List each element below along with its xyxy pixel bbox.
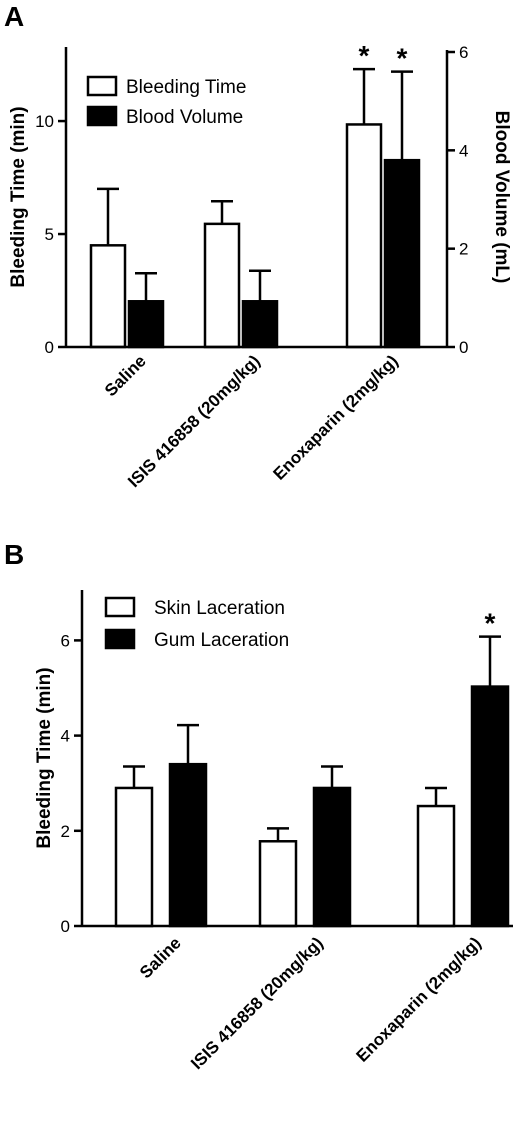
legend-swatch-blood-volume: [86, 105, 118, 127]
panel-b: B * 0 2 4 6 Saline ISIS 416858 (20mg/kg) Enoxa…: [4, 539, 513, 1073]
panel-b-skin-laceration-saline-bar: [114, 786, 154, 928]
panel-a-y2-tick-label-2: 2: [459, 240, 468, 259]
panel-b-legend: Skin Laceration Gum Laceration: [104, 596, 289, 651]
legend-label-bleeding-time: Bleeding Time: [126, 77, 246, 98]
panel-a-blood-volume-isis-416858-20mg-kg-bar: [241, 300, 279, 349]
panel-a-blood-volume-enoxaparin-2mg-kg-significance-star: *: [397, 43, 408, 74]
panel-a-bleeding-time-isis-416858-20mg-kg-bar: [203, 222, 241, 349]
panel-b-gum-laceration-enoxaparin-2mg-kg-significance-star: *: [485, 608, 496, 639]
panel-b-y-axis-title: Bleeding Time (min): [34, 667, 55, 848]
panel-b-y-tick-label-6: 6: [61, 631, 70, 650]
panel-b-category-label-saline: Saline: [136, 933, 185, 982]
panel-b-category-label-enoxaparin-2mg-kg: Enoxaparin (2mg/kg): [353, 933, 485, 1065]
panel-a-y2-axis-title: Blood Volume (mL): [491, 111, 512, 284]
legend-label-skin-laceration: Skin Laceration: [154, 598, 285, 619]
panel-a-y2-tick-label-4: 4: [459, 141, 468, 160]
panel-a-letter: A: [4, 1, 24, 32]
panel-b-y-tick-label-0: 0: [61, 917, 70, 936]
panel-a-bleeding-time-enoxaparin-2mg-kg-significance-star: *: [359, 40, 370, 71]
panel-b-gum-laceration-enoxaparin-2mg-kg-bar: [470, 685, 510, 928]
panel-b-bars: *: [114, 608, 510, 928]
panel-b-skin-laceration-enoxaparin-2mg-kg-bar: [416, 804, 456, 928]
panel-b-letter: B: [4, 539, 24, 570]
panel-b-skin-laceration-isis-416858-20mg-kg-bar: [258, 840, 298, 928]
panel-a-blood-volume-saline-bar: [127, 300, 165, 349]
legend-label-blood-volume: Blood Volume: [126, 107, 243, 128]
panel-a-y-axis-title: Bleeding Time (min): [8, 106, 29, 287]
panel-a-y-tick-label-0: 0: [45, 338, 54, 357]
panel-a-bleeding-time-enoxaparin-2mg-kg-bar: [345, 123, 383, 349]
legend-swatch-gum-laceration: [104, 628, 136, 650]
legend-label-gum-laceration: Gum Laceration: [154, 630, 289, 651]
panel-b-category-label-isis-416858-20mg-kg: ISIS 416858 (20mg/kg): [187, 933, 327, 1073]
panel-a-category-label-saline: Saline: [101, 351, 150, 400]
panel-a-y-tick-label-5: 5: [45, 225, 54, 244]
panel-b-gum-laceration-saline-bar: [168, 762, 208, 928]
panel-a-bleeding-time-saline-bar: [89, 244, 127, 349]
panel-a-y2-tick-label-0: 0: [459, 338, 468, 357]
panel-a-legend: Bleeding Time Blood Volume: [86, 75, 246, 128]
panel-a-blood-volume-enoxaparin-2mg-kg-bar: [383, 158, 421, 349]
legend-swatch-bleeding-time: [86, 75, 118, 97]
panel-a-y2-tick-label-6: 6: [459, 43, 468, 62]
panel-a-y-tick-label-10: 10: [35, 112, 54, 131]
panel-b-gum-laceration-isis-416858-20mg-kg-bar: [312, 786, 352, 928]
panel-b-y-tick-label-2: 2: [61, 822, 70, 841]
panel-a-category-label-enoxaparin-2mg-kg: Enoxaparin (2mg/kg): [270, 351, 402, 483]
legend-swatch-skin-laceration: [104, 596, 136, 618]
panel-a-category-label-isis-416858-20mg-kg: ISIS 416858 (20mg/kg): [124, 351, 264, 491]
panel-b-y-tick-label-4: 4: [61, 727, 70, 746]
